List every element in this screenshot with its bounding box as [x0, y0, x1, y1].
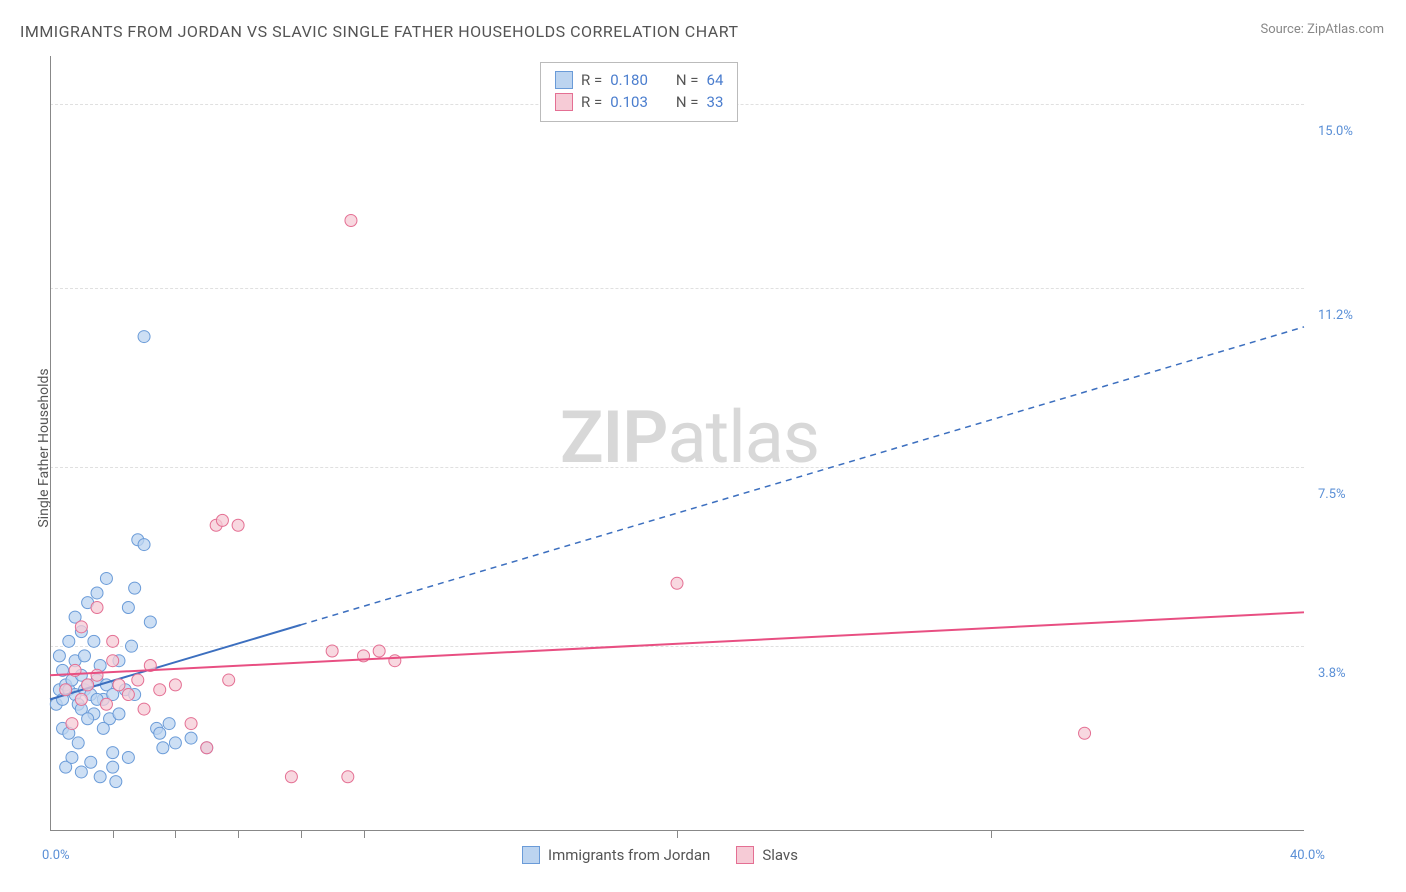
data-point-jordan [72, 737, 84, 749]
legend-swatch [555, 93, 573, 111]
stat-n-label: N = [676, 69, 699, 91]
data-point-slavs [326, 645, 338, 657]
stats-legend: R = 0.180 N = 64 R = 0.103 N = 33 [540, 62, 738, 122]
data-point-jordan [100, 572, 112, 584]
plot-area: 3.8%7.5%11.2%15.0%0.0%40.0% [50, 56, 1304, 830]
data-point-slavs [122, 689, 134, 701]
legend-item-label: Immigrants from Jordan [548, 846, 710, 864]
data-point-jordan [78, 650, 90, 662]
legend-swatch [736, 846, 754, 864]
data-point-jordan [129, 582, 141, 594]
data-point-slavs [107, 655, 119, 667]
data-point-jordan [138, 539, 150, 551]
x-tick-mark [175, 830, 176, 838]
data-point-slavs [185, 718, 197, 730]
y-tick-label: 15.0% [1318, 124, 1353, 139]
stat-n-label: N = [676, 91, 699, 113]
data-point-jordan [185, 732, 197, 744]
data-point-slavs [216, 514, 228, 526]
data-point-jordan [97, 722, 109, 734]
chart-svg [50, 56, 1304, 830]
x-tick-mark [991, 830, 992, 838]
data-point-slavs [169, 679, 181, 691]
legend-swatch [555, 71, 573, 89]
data-point-jordan [53, 650, 65, 662]
data-point-slavs [223, 674, 235, 686]
data-point-slavs [373, 645, 385, 657]
data-point-jordan [138, 331, 150, 343]
x-tick-mark [113, 830, 114, 838]
data-point-slavs [100, 698, 112, 710]
data-point-jordan [75, 766, 87, 778]
data-point-slavs [75, 621, 87, 633]
data-point-slavs [132, 674, 144, 686]
x-min-label: 0.0% [42, 848, 70, 863]
data-point-slavs [201, 742, 213, 754]
data-point-jordan [154, 727, 166, 739]
data-point-jordan [66, 751, 78, 763]
data-point-slavs [154, 684, 166, 696]
data-point-jordan [107, 747, 119, 759]
data-point-slavs [113, 679, 125, 691]
data-point-slavs [91, 669, 103, 681]
data-point-jordan [122, 601, 134, 613]
x-tick-mark [364, 830, 365, 838]
stat-r-label: R = [581, 69, 602, 91]
y-tick-label: 7.5% [1318, 487, 1346, 502]
data-point-jordan [169, 737, 181, 749]
data-point-jordan [113, 708, 125, 720]
x-tick-mark [301, 830, 302, 838]
data-point-slavs [60, 684, 72, 696]
data-point-jordan [88, 635, 100, 647]
chart-title: IMMIGRANTS FROM JORDAN VS SLAVIC SINGLE … [20, 22, 739, 41]
data-point-slavs [1079, 727, 1091, 739]
data-point-jordan [157, 742, 169, 754]
legend-item: Slavs [736, 846, 798, 864]
series-legend: Immigrants from Jordan Slavs [522, 846, 798, 864]
stat-n-value: 33 [707, 91, 724, 113]
stats-legend-row: R = 0.103 N = 33 [555, 91, 723, 113]
data-point-jordan [110, 776, 122, 788]
data-point-jordan [94, 771, 106, 783]
data-point-jordan [122, 751, 134, 763]
legend-item: Immigrants from Jordan [522, 846, 710, 864]
data-point-slavs [91, 601, 103, 613]
data-point-jordan [163, 718, 175, 730]
stats-legend-row: R = 0.180 N = 64 [555, 69, 723, 91]
data-point-slavs [138, 703, 150, 715]
data-point-slavs [671, 577, 683, 589]
data-point-slavs [389, 655, 401, 667]
data-point-slavs [345, 214, 357, 226]
data-point-slavs [285, 771, 297, 783]
data-point-slavs [66, 718, 78, 730]
y-tick-label: 11.2% [1318, 308, 1353, 323]
stat-r-label: R = [581, 91, 602, 113]
data-point-slavs [232, 519, 244, 531]
data-point-jordan [107, 761, 119, 773]
y-tick-label: 3.8% [1318, 666, 1346, 681]
legend-swatch [522, 846, 540, 864]
data-point-slavs [107, 635, 119, 647]
data-point-jordan [85, 756, 97, 768]
data-point-slavs [82, 679, 94, 691]
data-point-jordan [63, 635, 75, 647]
x-max-label: 40.0% [1290, 848, 1325, 863]
stat-n-value: 64 [707, 69, 724, 91]
data-point-jordan [144, 616, 156, 628]
data-point-jordan [126, 640, 138, 652]
source-attribution: Source: ZipAtlas.com [1260, 22, 1384, 37]
stat-r-value: 0.180 [610, 69, 648, 91]
data-point-slavs [75, 693, 87, 705]
x-tick-mark [238, 830, 239, 838]
trendline-dashed-jordan [301, 327, 1304, 625]
data-point-slavs [342, 771, 354, 783]
stat-r-value: 0.103 [610, 91, 648, 113]
data-point-jordan [82, 713, 94, 725]
x-tick-mark [677, 830, 678, 838]
data-point-jordan [91, 587, 103, 599]
legend-item-label: Slavs [762, 846, 798, 864]
